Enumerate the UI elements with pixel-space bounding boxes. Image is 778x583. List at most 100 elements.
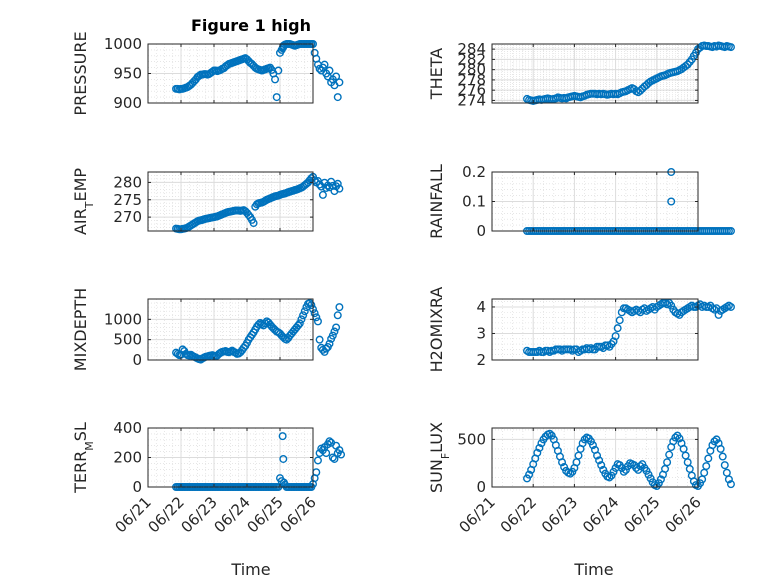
data-point	[568, 467, 577, 476]
data-point	[636, 462, 645, 471]
data-point	[726, 480, 735, 489]
data-point	[696, 479, 705, 488]
data-point	[646, 474, 655, 483]
data-point	[297, 315, 306, 324]
data-point	[636, 86, 645, 95]
y-tick-label: 0	[132, 351, 142, 369]
y-tick-label: 280	[113, 173, 142, 191]
data-point	[337, 450, 346, 459]
y-axis-label: AIRTEMP	[71, 168, 96, 235]
data-point	[667, 301, 676, 310]
y-tick-label: 0	[476, 222, 486, 240]
data-point	[318, 190, 327, 199]
data-point	[605, 473, 614, 482]
data-point	[300, 307, 309, 316]
x-axis-label-right: Time	[573, 560, 613, 579]
data-point	[611, 332, 620, 341]
data-point	[313, 317, 322, 326]
data-point	[638, 460, 647, 469]
data-point	[307, 301, 316, 310]
axes-box	[147, 171, 314, 232]
data-point	[335, 78, 344, 87]
data-point	[330, 327, 339, 336]
data-point	[279, 454, 288, 463]
data-point	[295, 319, 304, 328]
y-tick-label: 900	[113, 94, 142, 112]
data-point	[525, 470, 534, 479]
y-tick-label: 282	[457, 50, 486, 68]
data-point	[726, 302, 735, 311]
y-tick-label: 270	[113, 208, 142, 226]
y-tick-label: 0.1	[462, 193, 486, 211]
subplot-5: 0 500 1000 MIXDEPTH	[71, 288, 344, 371]
data-point	[315, 335, 324, 344]
y-tick-label: 400	[113, 419, 142, 437]
data-point	[332, 323, 341, 332]
data-point	[597, 461, 606, 470]
y-tick-label: 1000	[104, 310, 142, 328]
data-point	[586, 437, 595, 446]
data-point	[545, 429, 554, 438]
data-point	[332, 72, 341, 81]
y-axis-label: PRESSURE	[71, 31, 90, 115]
data-point	[294, 321, 303, 330]
data-point	[595, 456, 604, 465]
data-point	[310, 176, 319, 185]
data-point	[333, 179, 342, 188]
data-point	[710, 437, 719, 446]
data-point	[675, 434, 684, 443]
axes-box	[491, 298, 699, 361]
data-point	[335, 184, 344, 193]
y-tick-label: 274	[457, 91, 486, 109]
y-tick-label: 500	[113, 331, 142, 349]
data-point	[333, 311, 342, 320]
y-tick-label: 0	[476, 478, 486, 496]
data-point	[599, 465, 608, 474]
data-point	[333, 93, 342, 102]
data-point	[330, 454, 339, 463]
axes-box	[147, 298, 314, 361]
subplot-6: 2 3 4 H2OMIXRA	[427, 287, 735, 372]
data-point	[588, 441, 597, 450]
data-point	[325, 339, 334, 348]
data-point	[274, 66, 283, 75]
data-point	[558, 458, 567, 467]
x-axis-label-left: Time	[230, 560, 270, 579]
data-point	[173, 349, 182, 358]
y-tick-label: 276	[457, 81, 486, 99]
y-axis-label: MIXDEPTH	[71, 288, 90, 371]
data-point	[716, 444, 725, 453]
y-tick-label: 3	[476, 324, 486, 342]
data-point	[702, 462, 711, 471]
y-tick-label: 2	[476, 351, 486, 369]
data-point	[669, 437, 678, 446]
data-point	[547, 431, 556, 440]
data-point	[272, 93, 281, 102]
data-point	[278, 432, 287, 441]
data-point	[665, 450, 674, 459]
data-point	[537, 439, 546, 448]
data-point	[533, 448, 542, 457]
data-point	[560, 463, 569, 472]
plot-area	[148, 172, 313, 231]
data-point	[644, 470, 653, 479]
data-point	[335, 446, 344, 455]
subplot-4: 0 0.1 0.2 RAINFALL	[427, 163, 735, 240]
data-point	[310, 309, 319, 318]
data-point	[299, 311, 308, 320]
data-point	[718, 452, 727, 461]
data-point	[632, 463, 641, 472]
y-tick-label: 4	[476, 298, 486, 316]
y-tick-label: 278	[457, 71, 486, 89]
data-point	[315, 180, 324, 189]
subplot-7: 06/2106/2206/2306/2406/2506/260200400TER…	[71, 419, 346, 536]
data-point	[656, 475, 665, 484]
data-point	[320, 60, 329, 69]
data-point	[249, 219, 258, 228]
data-point	[335, 303, 344, 312]
data-point	[726, 43, 735, 52]
data-point	[712, 435, 721, 444]
data-point	[726, 226, 735, 235]
y-tick-label: 950	[113, 65, 142, 83]
data-point	[328, 331, 337, 340]
